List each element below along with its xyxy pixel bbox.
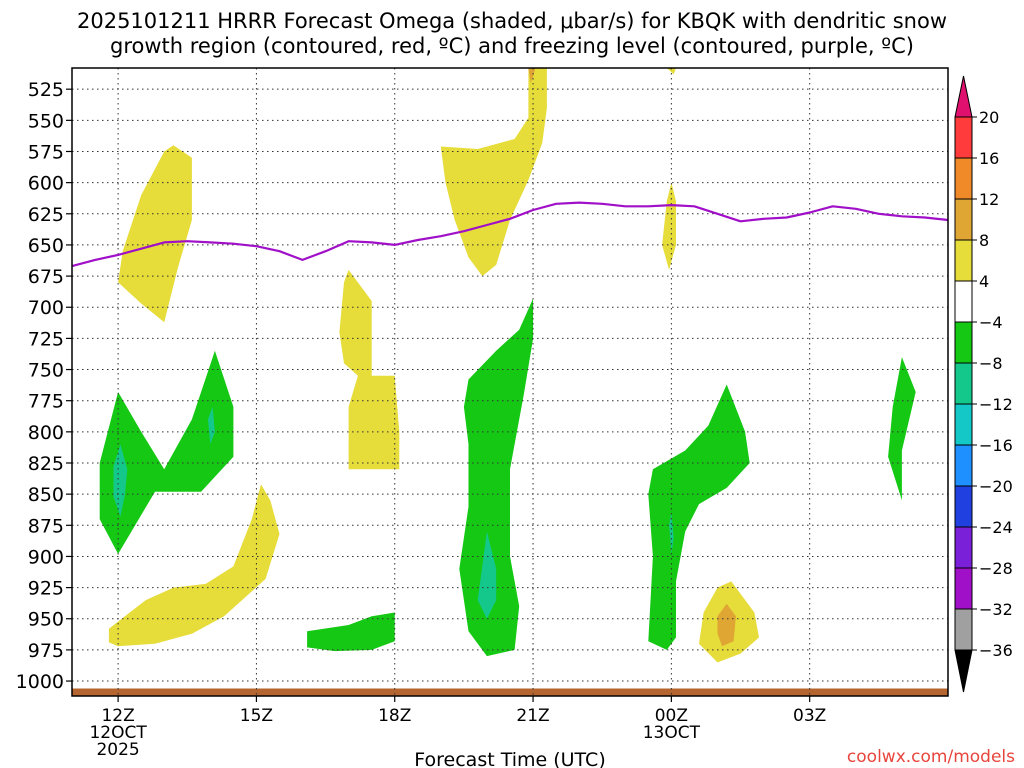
y-tick-label: 625: [28, 204, 64, 226]
colorbar-label: −4: [979, 313, 1003, 332]
omega-region-yellow-upper-left: [118, 145, 192, 323]
y-tick-label: 525: [28, 79, 64, 101]
omega-region-teal-center: [477, 531, 497, 619]
colorbar-label: 8: [979, 231, 989, 250]
chart-title-line-1: 2025101211 HRRR Forecast Omega (shaded, …: [77, 9, 947, 33]
y-tick-label: 825: [28, 453, 64, 475]
x-tick-label: 18Z: [378, 706, 411, 726]
y-tick-label: 600: [28, 173, 64, 195]
omega-region-yellow-small-00z: [662, 182, 676, 270]
x-tick-label: 21Z: [516, 706, 549, 726]
omega-shaded-regions: [72, 68, 948, 696]
omega-region-green-00z: [648, 384, 750, 650]
credit-text: coolwx.com/models: [847, 747, 1015, 767]
colorbar-bin: [954, 567, 973, 610]
y-tick-label: 700: [28, 297, 64, 319]
x-date-label: 12OCT: [89, 723, 147, 743]
x-year-label: 2025: [96, 740, 139, 760]
y-tick-label: 675: [28, 266, 64, 288]
colorbar-label: −28: [979, 559, 1013, 578]
colorbar-bin: [954, 526, 973, 569]
colorbar-bin: [954, 608, 973, 651]
colorbar-bin: [954, 239, 973, 282]
colorbar-top-arrow: [954, 75, 973, 118]
omega-region-yellow-lower-left: [108, 484, 280, 647]
colorbar-label: 4: [979, 272, 989, 291]
colorbar-label: −32: [979, 600, 1013, 619]
colorbar-bin: [954, 485, 973, 528]
gridlines: [72, 68, 948, 696]
y-tick-label: 575: [28, 141, 64, 163]
y-tick-label: 875: [28, 515, 64, 537]
x-tick-label: 03Z: [793, 706, 826, 726]
omega-region-teal-left: [113, 444, 128, 517]
colorbar-bin: [954, 116, 973, 159]
colorbar-bin: [954, 198, 973, 241]
colorbar-label: −20: [979, 477, 1013, 496]
colorbar-bin: [954, 444, 973, 487]
colorbar-label: −16: [979, 436, 1013, 455]
colorbar-label: −12: [979, 395, 1013, 414]
omega-region-yellow-top-center: [440, 68, 547, 277]
omega-region-terrain: [72, 688, 948, 696]
colorbar: 20 16 12 8 4 −4 −8 −12 −16 −20 −24 −28 −32 −36: [954, 75, 1013, 693]
y-tick-label: 975: [28, 640, 64, 662]
x-axis-label: Forecast Time (UTC): [414, 749, 605, 768]
colorbar-bin: [954, 280, 973, 323]
y-tick-label: 775: [28, 391, 64, 413]
y-tick-label: 850: [28, 484, 64, 506]
y-tick-label: 1000: [16, 671, 64, 693]
colorbar-label: −24: [979, 518, 1013, 537]
x-date-label: 13OCT: [643, 723, 701, 743]
chart-title-line-2: growth region (contoured, red, ºC) and f…: [110, 34, 914, 58]
omega-region-green-18z-low: [307, 612, 395, 652]
colorbar-label: 20: [979, 108, 999, 127]
y-tick-label: 550: [28, 110, 64, 132]
omega-region-orange-top-center: [528, 68, 536, 83]
colorbar-bin: [954, 403, 973, 446]
colorbar-label: −36: [979, 641, 1013, 660]
x-tick-label: 12Z: [101, 706, 134, 726]
omega-region-orange-right-low: [717, 603, 736, 647]
plot-frame: [71, 67, 949, 697]
omega-region-green-center-big: [459, 298, 534, 657]
omega-region-yellow-top-right-sliver: [666, 68, 676, 75]
freezing-level-series: [71, 201, 949, 268]
omega-region-teal-left-small: [208, 406, 215, 445]
y-tick-label: 800: [28, 422, 64, 444]
y-axis: 525 550 575 600 625 650 675 700 725 750 775 800 825 8…: [16, 79, 72, 693]
y-tick-label: 900: [28, 546, 64, 568]
colorbar-label: 16: [979, 149, 999, 168]
y-tick-label: 650: [28, 235, 64, 257]
colorbar-bin: [954, 157, 973, 200]
y-tick-label: 725: [28, 328, 64, 350]
y-tick-label: 925: [28, 578, 64, 600]
freezing-level-line: [71, 201, 949, 268]
colorbar-bin: [954, 321, 973, 364]
omega-region-yellow-mid-18z: [339, 269, 400, 470]
x-tick-label: 00Z: [655, 706, 688, 726]
y-tick-label: 750: [28, 360, 64, 382]
y-tick-label: 950: [28, 609, 64, 631]
x-tick-label: 15Z: [240, 706, 273, 726]
colorbar-label: −8: [979, 354, 1003, 373]
omega-region-green-far-right: [888, 357, 916, 501]
colorbar-bottom-arrow: [954, 649, 973, 693]
colorbar-bin: [954, 362, 973, 405]
colorbar-label: 12: [979, 190, 999, 209]
omega-region-green-left: [99, 350, 234, 554]
